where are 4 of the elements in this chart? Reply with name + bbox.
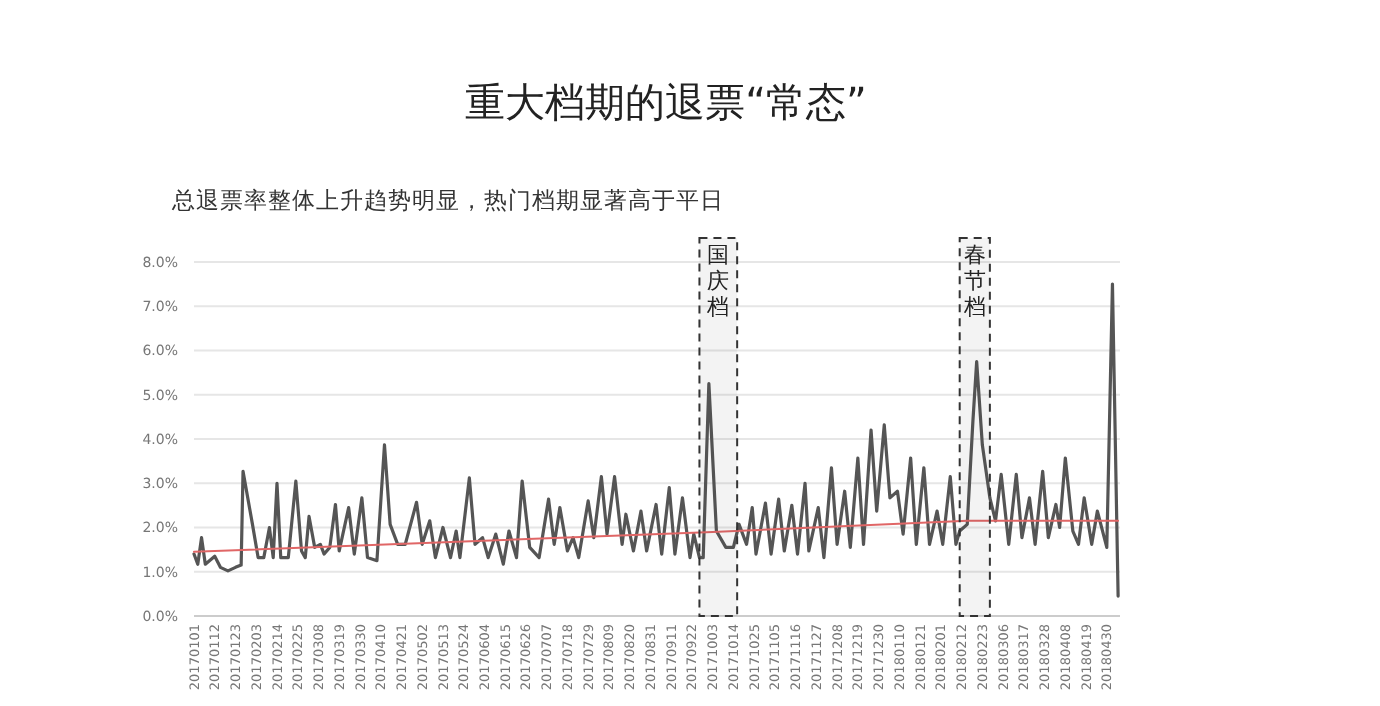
band-label: 国庆档 xyxy=(705,242,730,320)
band-label: 春节档 xyxy=(961,242,986,320)
chart-subtitle: 总退票率整体上升趋势明显，热门档期显著高于平日 xyxy=(170,186,724,214)
chart-title: 重大档期的退票“常态” xyxy=(465,78,867,126)
